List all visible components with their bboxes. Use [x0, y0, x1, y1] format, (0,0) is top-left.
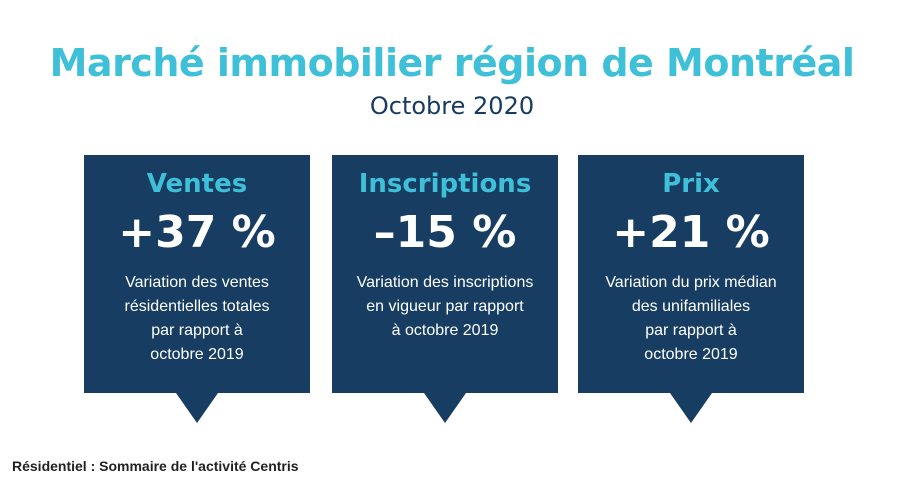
card-description-line: octobre 2019	[150, 346, 244, 363]
card-label: Inscriptions	[358, 169, 532, 199]
card-description-line: par rapport à	[645, 322, 737, 339]
footer-caption: Résidentiel : Sommaire de l'activité Cen…	[12, 458, 299, 474]
card-description: Variation du prix médian des unifamilial…	[586, 271, 796, 367]
card-value: –15 %	[373, 207, 517, 258]
card-value: +21 %	[612, 207, 770, 258]
card-description-line: octobre 2019	[644, 346, 738, 363]
card-description: Variation des inscriptions en vigueur pa…	[340, 271, 550, 343]
stat-card-ventes: Ventes +37 % Variation des ventes réside…	[84, 155, 310, 423]
page-subtitle: Octobre 2020	[369, 92, 535, 120]
card-description: Variation des ventes résidentielles tota…	[92, 271, 302, 367]
card-value: +37 %	[118, 207, 276, 258]
card-description-line: Variation des inscriptions	[356, 274, 534, 291]
card-description-line: par rapport à	[151, 322, 243, 339]
card-label: Ventes	[146, 169, 248, 199]
stat-card-prix: Prix +21 % Variation du prix médian des …	[578, 155, 804, 423]
card-description-line: résidentielles totales	[124, 298, 270, 315]
stat-card-inscriptions: Inscriptions –15 % Variation des inscrip…	[332, 155, 558, 423]
card-label: Prix	[662, 169, 720, 199]
card-description-line: des unifamiliales	[631, 298, 751, 315]
card-description-line: Variation du prix médian	[605, 274, 777, 291]
card-description-line: à octobre 2019	[391, 322, 499, 339]
card-description-line: Variation des ventes	[125, 274, 269, 291]
card-description-line: en vigueur par rapport	[366, 298, 524, 315]
page-title: Marché immobilier région de Montréal	[49, 41, 855, 85]
